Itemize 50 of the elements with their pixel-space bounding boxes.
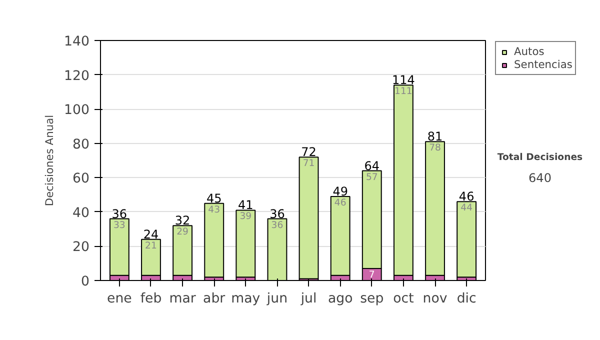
x-tick-label: ago xyxy=(328,292,353,306)
total-label: 45 xyxy=(206,191,222,206)
total-label: 64 xyxy=(364,158,380,173)
y-tick-label: 140 xyxy=(64,34,90,50)
y-tick-label: 60 xyxy=(72,172,90,187)
total-label: 41 xyxy=(238,198,254,212)
y-tick-label: 20 xyxy=(72,240,90,256)
x-tick-label: abr xyxy=(203,292,226,306)
x-tick-label: dic xyxy=(456,292,476,306)
y-tick-label: 80 xyxy=(72,137,90,152)
legend-label: Sentencias xyxy=(514,58,572,71)
total-label: 24 xyxy=(143,227,159,242)
data-label: 43 xyxy=(208,204,220,216)
y-axis-title: Decisiones Anual xyxy=(43,114,56,206)
data-label: 111 xyxy=(394,86,412,98)
data-label: 33 xyxy=(114,220,126,231)
data-label: 78 xyxy=(429,142,442,154)
x-tick-label: mar xyxy=(169,292,196,306)
data-label: 57 xyxy=(366,172,378,183)
x-tick-label: feb xyxy=(140,292,162,306)
legend-label: Autos xyxy=(514,45,544,58)
y-tick-label: 100 xyxy=(64,103,90,118)
x-tick-label: ene xyxy=(107,292,132,306)
data-label: 36 xyxy=(271,220,284,231)
x-tick-label: nov xyxy=(422,292,448,306)
data-label: 39 xyxy=(240,211,252,222)
data-label: 44 xyxy=(460,202,473,214)
total-label: 81 xyxy=(427,130,443,144)
data-label: 21 xyxy=(145,240,157,252)
total-label: 36 xyxy=(112,206,128,221)
total-label: 114 xyxy=(392,73,415,88)
data-label: 29 xyxy=(176,226,189,238)
total-label: 36 xyxy=(270,206,285,221)
total-label: 49 xyxy=(332,184,348,198)
y-tick-label: 40 xyxy=(72,206,90,221)
y-tick-label: 120 xyxy=(64,68,90,84)
total-label: 72 xyxy=(301,145,316,160)
x-tick-label: jun xyxy=(266,292,288,306)
y-tick-label: 0 xyxy=(81,274,90,290)
text: 640 xyxy=(528,171,552,186)
total-label: 32 xyxy=(174,214,190,228)
text: Total Decisiones xyxy=(497,152,584,163)
x-tick-label: may xyxy=(231,292,260,306)
x-tick-label: jul xyxy=(300,292,317,306)
x-tick-label: oct xyxy=(393,292,414,306)
data-label: 71 xyxy=(302,158,315,170)
total-label: 46 xyxy=(458,190,474,204)
data-label: 46 xyxy=(334,198,346,208)
data-label: 7 xyxy=(368,270,375,280)
x-tick-label: sep xyxy=(360,292,384,306)
